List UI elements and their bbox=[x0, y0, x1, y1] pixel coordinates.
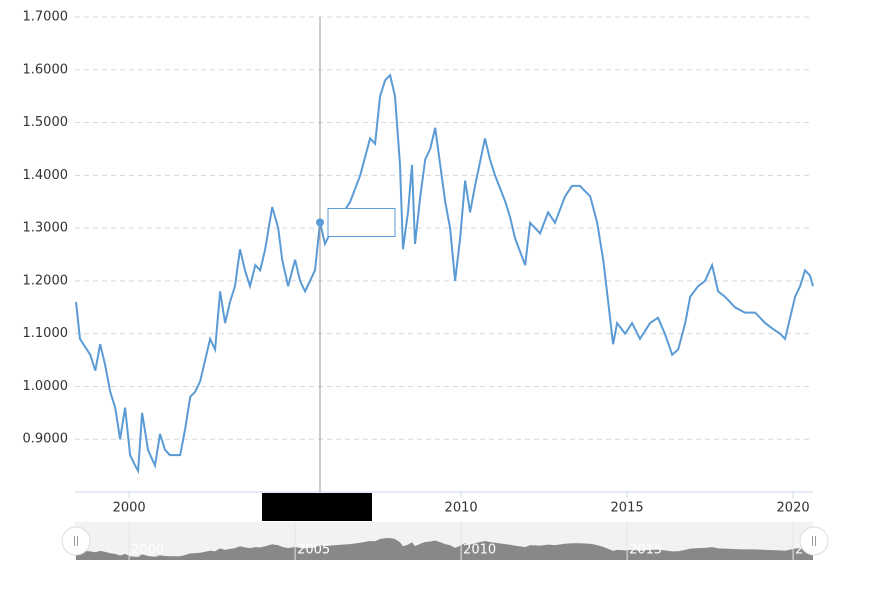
x-tick-label: 2015 bbox=[611, 501, 644, 516]
navigator: 20002005201020152020 bbox=[76, 522, 828, 560]
y-tick-label: 1.4000 bbox=[23, 168, 69, 183]
navigator-handle-right[interactable] bbox=[799, 526, 829, 556]
y-tick-label: 1.2000 bbox=[23, 273, 69, 288]
navigator-area bbox=[76, 538, 813, 560]
y-tick-label: 1.6000 bbox=[23, 62, 69, 77]
handle[interactable] bbox=[799, 526, 829, 556]
x-tick-label: 2010 bbox=[445, 501, 478, 516]
price-line bbox=[75, 73, 814, 475]
x-tick-label: 2000 bbox=[113, 501, 146, 516]
hover-point bbox=[316, 218, 325, 227]
y-tick-label: 1.3000 bbox=[23, 221, 69, 236]
crosshair-label-bg bbox=[262, 493, 373, 521]
y-tick-label: 1.7000 bbox=[23, 10, 69, 25]
navigator-handle-left[interactable] bbox=[61, 526, 91, 556]
navigator-label: 2010 bbox=[463, 543, 496, 558]
handle[interactable] bbox=[61, 526, 91, 556]
navigator-label: 2015 bbox=[629, 543, 662, 558]
y-tick-label: 1.0000 bbox=[23, 379, 69, 394]
tooltip-box bbox=[327, 207, 396, 237]
y-tick-label: 1.5000 bbox=[23, 115, 69, 130]
y-tick-label: 1.1000 bbox=[23, 326, 69, 341]
navigator-label: 2000 bbox=[131, 543, 164, 558]
navigator-label: 2005 bbox=[297, 543, 330, 558]
y-tick-label: 0.9000 bbox=[23, 432, 69, 447]
x-tick-label: 2020 bbox=[777, 501, 810, 516]
